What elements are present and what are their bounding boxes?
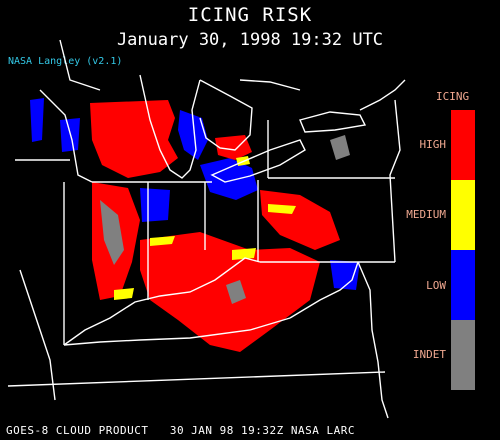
- indeterminate-region: [330, 135, 350, 160]
- legend-label-high: HIGH: [419, 138, 447, 151]
- legend-label-indet: INDET: [412, 348, 446, 361]
- medium-icing-region: [150, 236, 175, 246]
- legend-swatch-indet: [451, 320, 475, 390]
- low-icing-region: [200, 158, 258, 200]
- map-timestamp: January 30, 1998 19:32 UTC: [116, 30, 384, 50]
- state-borders: [7, 39, 406, 419]
- indeterminate-region: [226, 280, 246, 304]
- map-title: ICING RISK: [187, 4, 313, 26]
- footer-caption: GOES-8 CLOUD PRODUCT 30 JAN 98 19:32Z NA…: [6, 424, 356, 437]
- high-icing-region: [90, 100, 178, 178]
- high-icing-region: [260, 190, 340, 250]
- low-icing-region: [30, 98, 44, 142]
- medium-icing-region: [268, 204, 296, 214]
- legend-swatch-medium: [451, 180, 475, 250]
- legend-swatch-low: [451, 250, 475, 320]
- low-icing-region: [140, 188, 170, 222]
- legend-title: ICING: [436, 90, 470, 103]
- medium-icing-region: [114, 288, 134, 300]
- credit-label: NASA Langley (v2.1): [8, 56, 123, 67]
- low-icing-region: [178, 110, 208, 160]
- low-icing-region: [330, 260, 360, 290]
- high-icing-region: [215, 135, 252, 160]
- legend-label-low: LOW: [426, 279, 446, 292]
- legend-label-medium: MEDIUM: [406, 208, 446, 221]
- indeterminate-region: [100, 200, 124, 265]
- legend-swatch-high: [451, 110, 475, 180]
- medium-icing-region: [232, 248, 256, 260]
